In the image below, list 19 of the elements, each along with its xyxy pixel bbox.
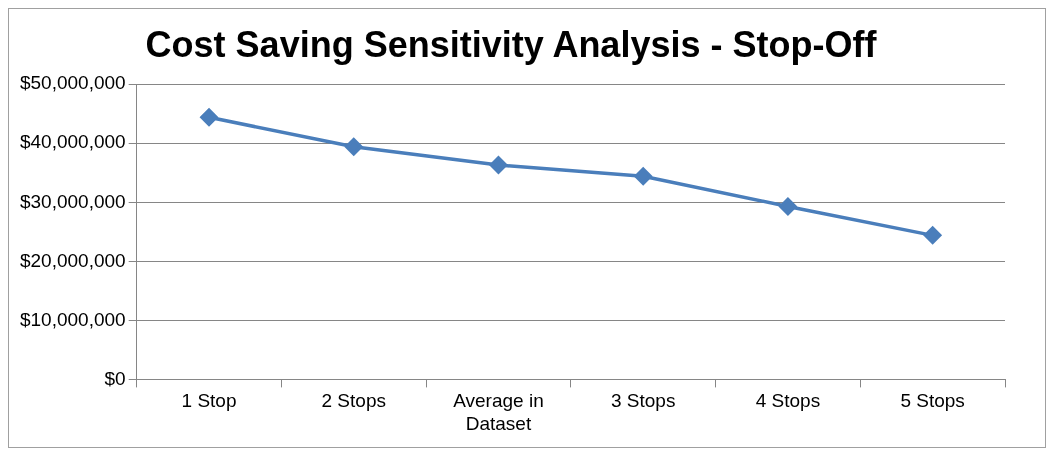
x-tick-label: 1 Stop [181, 390, 237, 412]
x-tick-label: Average in Dataset [453, 390, 544, 434]
chart-title: Cost Saving Sensitivity Analysis - Stop-Off [145, 23, 878, 65]
y-tick-label: $30,000,000 [19, 190, 126, 212]
point [345, 138, 363, 156]
point [923, 226, 942, 245]
point [200, 108, 218, 127]
x-tick-label: 5 Stops [900, 390, 965, 412]
x-tick-label: 3 Stops [610, 390, 676, 412]
x-tick-label: 4 Stops [755, 390, 821, 412]
y-tick-label: $40,000,000 [19, 131, 126, 153]
y-tick-label: $20,000,000 [19, 249, 126, 271]
x-tick-label: 2 Stops [321, 390, 386, 412]
point [634, 167, 652, 186]
y-tick-label: $50,000,000 [19, 72, 126, 94]
y-tick-label: $10,000,000 [19, 308, 126, 330]
point [779, 197, 797, 216]
y-tick-label: $0 [104, 367, 126, 389]
point [489, 156, 508, 174]
